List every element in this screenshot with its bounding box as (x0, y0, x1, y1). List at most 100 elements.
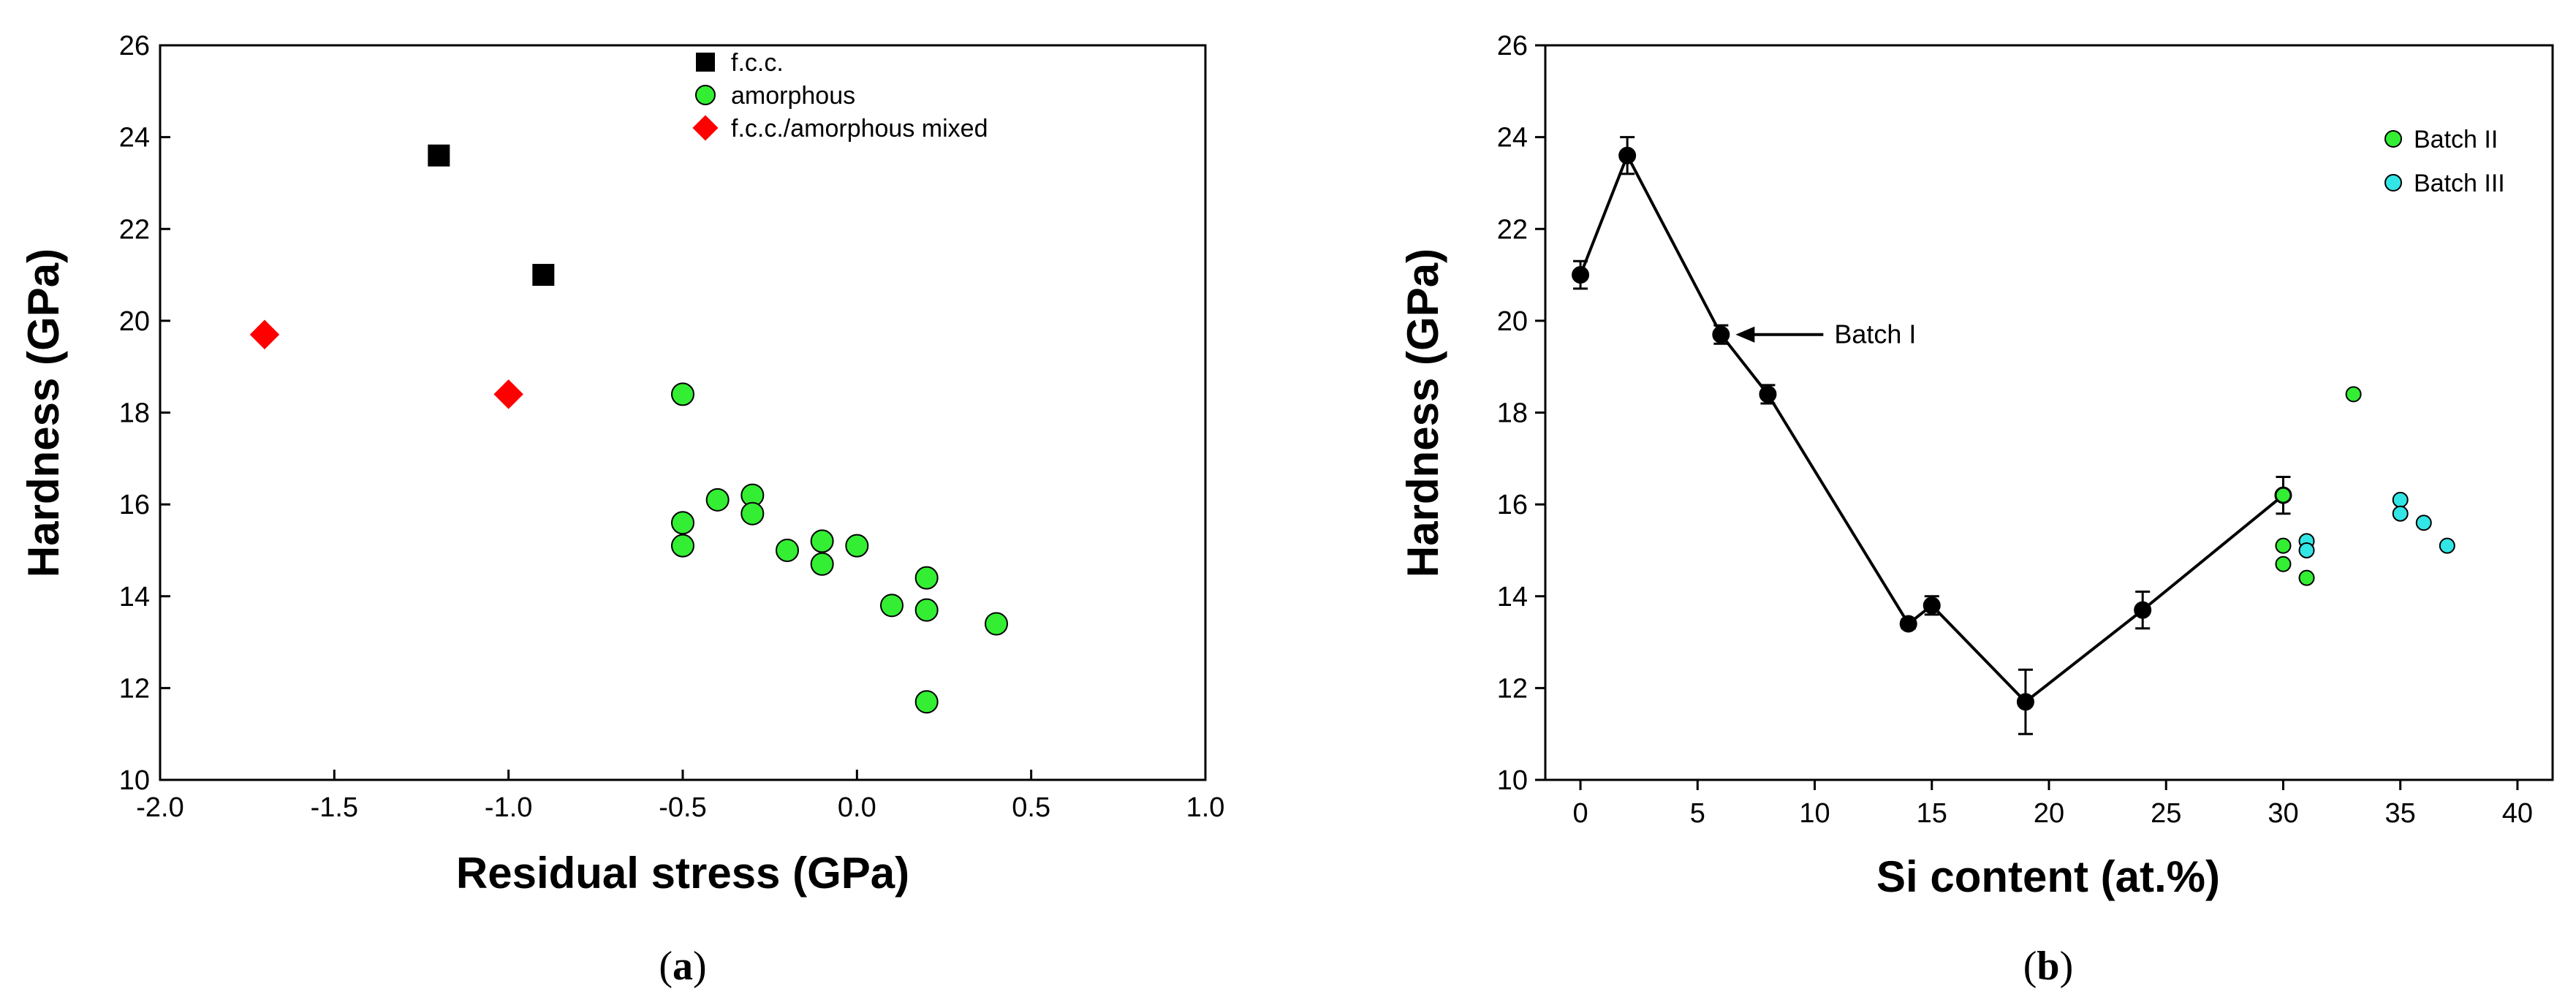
chart-panel-a: 10 12 14 16 18 20 22 24 26 -2.0 -1.5 -1.0 -0.5 0.0 0.… (0, 0, 1287, 1005)
x-tick-label: -2.0 (136, 792, 183, 823)
annotation-label: Batch I (1834, 319, 1916, 349)
data-point-batch-i (1899, 615, 1917, 633)
data-point-batch-i (1572, 266, 1590, 284)
x-tick-label: 10 (1799, 798, 1830, 829)
data-point-batch-i (2134, 601, 2152, 619)
data-point-circle (880, 593, 904, 618)
data-point-batch-ii (2298, 569, 2315, 586)
y-tick-label: 20 (1497, 306, 1528, 337)
x-tick-label: 0.5 (1012, 792, 1050, 823)
legend-marker (692, 115, 719, 141)
data-point-diamond (493, 379, 523, 409)
data-point-batch-iii (2439, 537, 2455, 554)
x-tick-label: 30 (2268, 798, 2298, 829)
data-point-batch-iii (2392, 491, 2409, 508)
y-axis-title-a: Hardness (GPa) (19, 249, 68, 577)
data-point-batch-iii (2415, 515, 2432, 531)
chart-b-svg: 10 12 14 16 18 20 22 24 26 0 5 10 15 20 25 30 35 40 Batc… (1398, 31, 2554, 989)
plot-area-frame-a (159, 44, 1207, 781)
data-point-circle (810, 552, 834, 576)
data-point-batch-ii (2275, 487, 2292, 504)
data-point-diamond (249, 319, 280, 349)
x-tick-label: 15 (1917, 798, 1947, 829)
y-tick-label: 10 (1497, 765, 1528, 796)
y-tick-label: 14 (1497, 582, 1528, 613)
legend-marker (2384, 174, 2402, 191)
legend-a: f.c.c. amorphous f.c.c./amorphous mixed (692, 49, 988, 143)
chart-panel-b: 10 12 14 16 18 20 22 24 26 0 5 10 15 20 25 30 35 40 Batc… (1288, 0, 2576, 1005)
data-point-batch-i (2016, 693, 2034, 711)
legend-label: f.c.c./amorphous mixed (731, 115, 988, 143)
data-point-circle (914, 690, 939, 714)
x-tick-label: 25 (2151, 798, 2181, 829)
x-ticks-a: -2.0 -1.5 -1.0 -0.5 0.0 0.5 1.0 (136, 770, 1224, 823)
y-tick-label: 26 (119, 31, 150, 61)
y-tick-label: 18 (119, 398, 150, 429)
data-point-square (428, 144, 450, 167)
x-axis-title-b: Si content (at.%) (1876, 852, 2220, 901)
data-point-circle (776, 538, 799, 562)
y-ticks-a: 10 12 14 16 18 20 22 24 26 (119, 31, 170, 796)
x-tick-label: 20 (2034, 798, 2064, 829)
x-tick-label: 35 (2385, 798, 2416, 829)
y-axis-title-b: Hardness (GPa) (1398, 249, 1447, 577)
y-ticks-b: 10 12 14 16 18 20 22 24 26 (1497, 31, 1545, 796)
data-point-batch-ii (2345, 386, 2362, 403)
data-point-circle (985, 612, 1008, 636)
x-tick-label: -1.5 (311, 792, 358, 823)
legend-label: Batch II (2414, 126, 2498, 153)
data-point-batch-iii (2392, 505, 2409, 522)
data-point-batch-i (1618, 146, 1637, 164)
legend-label: f.c.c. (731, 49, 784, 77)
x-tick-label: -1.0 (485, 792, 532, 823)
x-tick-label: 1.0 (1186, 792, 1225, 823)
annotation-arrow-head (1735, 326, 1755, 343)
y-tick-label: 20 (119, 306, 150, 337)
data-point-circle (671, 511, 694, 535)
y-tick-label: 24 (119, 123, 150, 153)
data-points-a (249, 144, 1008, 714)
data-points-b (1572, 146, 2455, 711)
data-point-circle (914, 566, 939, 590)
legend-marker (2384, 130, 2402, 148)
x-tick-label: 0.0 (838, 792, 876, 823)
legend-marker (696, 53, 715, 72)
y-tick-label: 22 (1497, 214, 1528, 245)
y-tick-label: 12 (119, 673, 150, 704)
x-tick-label: -0.5 (659, 792, 706, 823)
x-tick-label: 40 (2502, 798, 2533, 829)
data-point-batch-iii (2298, 542, 2315, 558)
legend-label: Batch III (2414, 170, 2505, 197)
x-tick-label: 5 (1690, 798, 1705, 829)
y-tick-label: 18 (1497, 398, 1528, 429)
data-point-square (532, 264, 555, 287)
y-tick-label: 16 (119, 490, 150, 520)
x-tick-label: 0 (1572, 798, 1588, 829)
legend-b: Batch II Batch III (2384, 126, 2505, 197)
data-point-batch-i (1712, 325, 1730, 344)
legend-marker (695, 85, 716, 105)
legend-label: amorphous (731, 82, 855, 110)
chart-a-svg: 10 12 14 16 18 20 22 24 26 -2.0 -1.5 -1.0 -0.5 0.0 0.… (19, 31, 1224, 989)
caption-a: (a) (659, 944, 706, 989)
data-point-circle (671, 534, 694, 558)
y-tick-label: 16 (1497, 490, 1528, 520)
caption-b: (b) (2023, 944, 2073, 989)
data-point-batch-i (1759, 385, 1777, 403)
series-line (1579, 151, 2284, 704)
y-tick-label: 10 (119, 765, 150, 796)
y-tick-label: 14 (119, 582, 150, 613)
data-point-circle (914, 598, 939, 622)
y-tick-label: 24 (1497, 123, 1528, 153)
y-tick-label: 26 (1497, 31, 1528, 61)
x-axis-title-a: Residual stress (GPa) (456, 849, 909, 898)
data-point-batch-i (1922, 596, 1941, 615)
data-point-batch-ii (2275, 555, 2292, 572)
annotation-b: Batch I (1735, 319, 1916, 349)
plot-area-frame-b (1544, 44, 2554, 781)
data-point-circle (671, 382, 694, 406)
y-tick-label: 22 (119, 214, 150, 245)
data-lines-b (1573, 136, 2291, 735)
data-point-circle (705, 488, 730, 512)
data-point-circle (740, 501, 765, 526)
